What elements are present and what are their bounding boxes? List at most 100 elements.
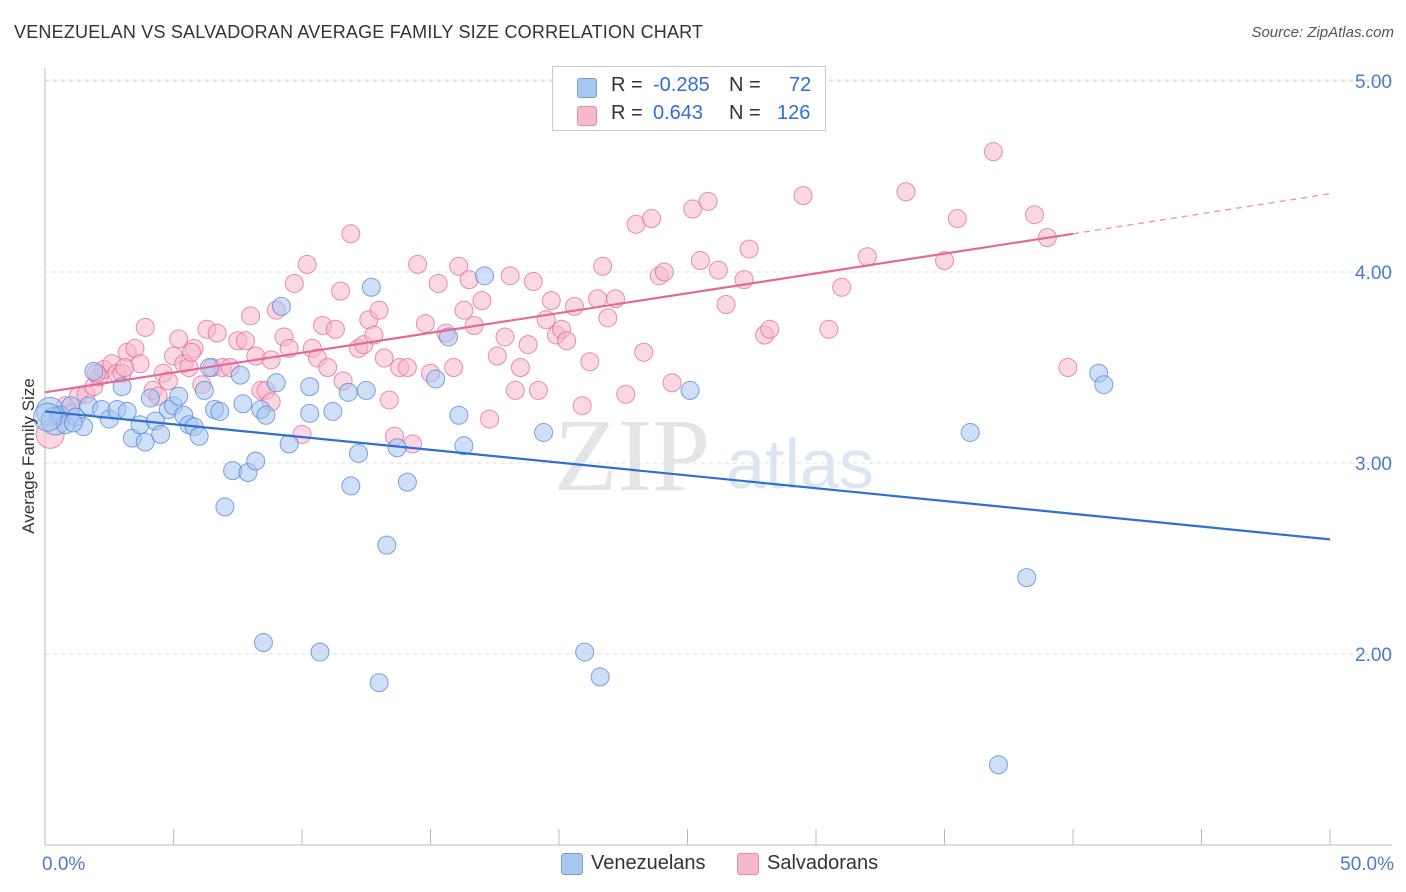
- salvadoran-point: [598, 308, 618, 328]
- bottom-legend-swatch-venezuelans: [561, 853, 583, 875]
- salvadoran-point: [947, 209, 967, 229]
- venezuelan-point: [210, 401, 230, 421]
- salvadoran-point: [896, 182, 916, 202]
- venezuelan-point: [960, 422, 980, 442]
- venezuelan-point: [534, 422, 554, 442]
- salvadoran-point: [716, 294, 736, 314]
- venezuelan-point: [169, 386, 189, 406]
- venezuelan-point: [341, 476, 361, 496]
- venezuelan-point: [369, 673, 389, 693]
- salvadoran-point: [428, 273, 448, 293]
- axes: [44, 68, 1392, 846]
- x-tick-label: 50.0%: [1340, 854, 1394, 875]
- salvadoran-point: [115, 358, 135, 377]
- venezuelan-point: [215, 497, 235, 517]
- salvadoran-point: [284, 273, 304, 293]
- salvadoran-point: [760, 319, 780, 339]
- venezuelans-trend-line: [44, 410, 1331, 541]
- salvadoran-point: [1024, 205, 1044, 225]
- salvadoran-point: [793, 186, 813, 206]
- bottom-legend-swatch-salvadorans: [737, 853, 759, 875]
- venezuelan-point: [63, 413, 83, 433]
- venezuelan-point: [300, 377, 320, 397]
- bottom-legend-label-salvadorans: Salvadorans: [767, 852, 879, 874]
- y-tick-label: 4.00: [1355, 263, 1392, 284]
- y-axis-label: Average Family Size: [19, 378, 38, 534]
- salvadoran-point: [181, 342, 201, 362]
- salvadoran-point: [379, 390, 399, 410]
- salvadoran-point: [292, 424, 312, 444]
- salvadoran-point: [331, 281, 351, 301]
- salvadoran-point: [480, 409, 500, 429]
- venezuelan-point: [271, 296, 291, 316]
- salvadoran-point: [341, 224, 361, 244]
- salvadoran-point: [408, 254, 428, 274]
- legend-n-label: N =: [729, 74, 761, 96]
- y-tick-label: 3.00: [1355, 454, 1392, 475]
- venezuelan-point: [230, 365, 250, 385]
- salvadoran-point: [505, 380, 525, 400]
- legend-n-value: 126: [777, 102, 811, 124]
- salvadoran-point: [523, 272, 543, 292]
- salvadoran-point: [500, 266, 520, 286]
- venezuelan-point: [233, 394, 253, 414]
- venezuelan-point: [1017, 568, 1037, 588]
- venezuelan-point: [300, 403, 320, 423]
- salvadoran-point: [472, 291, 492, 311]
- salvadoran-point: [739, 239, 759, 259]
- salvadoran-point: [616, 384, 636, 404]
- salvadoran-point: [235, 331, 255, 351]
- salvadoran-point: [261, 350, 281, 370]
- venezuelan-point: [256, 405, 276, 425]
- salvadoran-point: [662, 373, 682, 393]
- chart-title: VENEZUELAN VS SALVADORAN AVERAGE FAMILY …: [14, 22, 704, 42]
- salvadoran-point: [593, 256, 613, 276]
- legend-r-label: R =: [611, 102, 643, 124]
- salvadorans-trend-line: [44, 232, 1074, 394]
- venezuelan-point: [590, 667, 610, 687]
- salvadoran-point: [654, 262, 674, 282]
- salvadoran-point: [325, 319, 345, 339]
- correlation-legend: R = -0.285 N = 72 R = 0.643 N = 126: [552, 66, 826, 131]
- salvadoran-point: [495, 327, 515, 347]
- salvadoran-point: [698, 191, 718, 211]
- salvadoran-point: [572, 396, 592, 416]
- venezuelan-point: [397, 472, 417, 492]
- venezuelan-point: [361, 277, 381, 297]
- venezuelan-point: [680, 380, 700, 400]
- venezuelan-point: [194, 380, 214, 400]
- venezuelan-point: [1094, 375, 1114, 395]
- salvadoran-point: [557, 331, 577, 351]
- venezuelan-point: [151, 424, 171, 444]
- venezuelan-point: [253, 633, 273, 653]
- legend-n-value: 72: [789, 74, 812, 96]
- legend-swatch-venezuelans: [577, 78, 597, 98]
- salvadoran-point: [374, 348, 394, 368]
- y-tick-label: 5.00: [1355, 72, 1392, 93]
- salvadoran-point: [857, 247, 877, 267]
- legend-row-venezuelans: R = -0.285 N = 72: [553, 72, 825, 100]
- legend-r-label: R =: [611, 74, 643, 96]
- salvadoran-point: [935, 251, 954, 271]
- venezuelan-point: [338, 382, 358, 402]
- venezuelan-point: [246, 451, 266, 471]
- legend-swatch-salvadorans: [577, 106, 597, 126]
- x-tick-label: 0.0%: [42, 854, 85, 875]
- salvadoran-point: [683, 199, 703, 219]
- legend-n-label: N =: [729, 102, 761, 124]
- venezuelan-point: [454, 436, 474, 456]
- trend-lines: [44, 192, 1331, 541]
- salvadoran-point: [518, 335, 538, 355]
- salvadoran-point: [580, 352, 600, 372]
- venezuelan-point: [266, 373, 286, 393]
- salvadoran-point: [510, 358, 530, 377]
- venezuelan-point: [323, 401, 343, 421]
- venezuelan-point: [189, 426, 209, 446]
- watermark: ZIP atlas: [554, 398, 874, 513]
- venezuelan-point: [349, 443, 369, 463]
- salvadoran-point: [690, 251, 710, 271]
- salvadoran-point: [135, 317, 155, 337]
- salvadorans-trend-extension: [1072, 192, 1331, 235]
- tick-labels: 2.00 3.00 4.00 5.00 0.0% 50.0%: [42, 72, 1394, 875]
